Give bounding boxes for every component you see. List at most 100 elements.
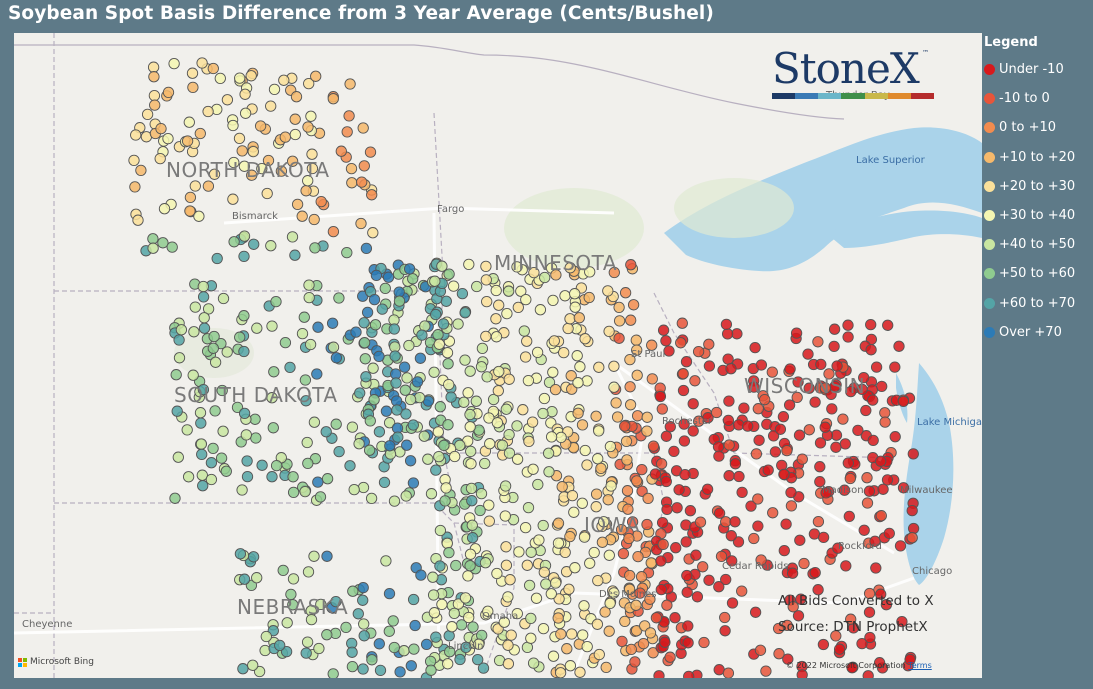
bid-point[interactable]: [675, 337, 687, 349]
bid-point[interactable]: [274, 639, 286, 652]
bid-point[interactable]: [490, 331, 503, 343]
bid-point[interactable]: [772, 622, 785, 635]
bid-point[interactable]: [875, 510, 887, 522]
bid-point[interactable]: [537, 622, 550, 635]
bid-point[interactable]: [879, 416, 891, 428]
bid-point[interactable]: [523, 579, 536, 592]
bid-point[interactable]: [819, 382, 832, 394]
bid-point[interactable]: [796, 669, 808, 678]
bid-point[interactable]: [519, 521, 532, 534]
bid-point[interactable]: [602, 494, 614, 506]
bid-point[interactable]: [502, 591, 514, 603]
bid-point[interactable]: [240, 429, 252, 441]
bid-point[interactable]: [721, 328, 734, 340]
bid-point[interactable]: [552, 537, 565, 549]
bid-point[interactable]: [664, 421, 676, 433]
bid-point[interactable]: [476, 342, 489, 355]
bid-point[interactable]: [157, 237, 169, 249]
bid-point[interactable]: [430, 308, 442, 321]
bid-point[interactable]: [518, 325, 530, 337]
bid-point[interactable]: [302, 121, 314, 133]
bid-point[interactable]: [354, 387, 366, 399]
bid-point[interactable]: [313, 642, 325, 655]
bid-point[interactable]: [357, 122, 369, 134]
bid-point[interactable]: [863, 485, 876, 497]
bid-point[interactable]: [501, 307, 513, 320]
bid-point[interactable]: [593, 361, 605, 373]
bid-point[interactable]: [394, 666, 406, 678]
bid-point[interactable]: [436, 598, 448, 611]
bid-point[interactable]: [448, 607, 460, 620]
bid-point[interactable]: [817, 531, 830, 544]
bid-point[interactable]: [649, 468, 662, 480]
bid-point[interactable]: [341, 126, 353, 138]
bid-point[interactable]: [650, 612, 663, 624]
bid-point[interactable]: [656, 403, 668, 415]
bid-point[interactable]: [425, 488, 438, 500]
bid-point[interactable]: [215, 452, 228, 464]
bid-point[interactable]: [503, 285, 515, 297]
bid-point[interactable]: [261, 187, 273, 200]
bid-point[interactable]: [483, 412, 495, 424]
bid-point[interactable]: [861, 472, 873, 484]
bid-point[interactable]: [462, 387, 474, 399]
bid-point[interactable]: [335, 145, 347, 157]
bid-point[interactable]: [842, 457, 854, 469]
bid-point[interactable]: [762, 464, 774, 476]
bid-point[interactable]: [545, 588, 557, 600]
bid-point[interactable]: [404, 393, 417, 406]
bid-point[interactable]: [275, 165, 288, 177]
bid-point[interactable]: [753, 434, 765, 446]
bid-point[interactable]: [347, 585, 359, 597]
bid-point[interactable]: [442, 419, 454, 431]
bid-point[interactable]: [300, 395, 312, 407]
bid-point[interactable]: [820, 487, 832, 499]
bid-point[interactable]: [862, 670, 874, 678]
bid-point[interactable]: [390, 377, 402, 389]
bid-point[interactable]: [366, 654, 378, 666]
bid-point[interactable]: [388, 495, 401, 507]
bid-point[interactable]: [267, 422, 279, 434]
bid-point[interactable]: [154, 152, 166, 165]
bid-point[interactable]: [300, 185, 312, 197]
bid-point[interactable]: [308, 416, 321, 428]
bid-point[interactable]: [286, 155, 299, 167]
bid-point[interactable]: [245, 70, 257, 82]
bid-point[interactable]: [388, 323, 400, 335]
bid-point[interactable]: [363, 444, 376, 456]
bid-point[interactable]: [289, 113, 301, 125]
bid-point[interactable]: [216, 384, 228, 397]
bid-point[interactable]: [830, 630, 842, 642]
bid-point[interactable]: [241, 455, 253, 467]
bid-point[interactable]: [487, 393, 500, 406]
bid-point[interactable]: [440, 295, 452, 307]
bid-point[interactable]: [543, 466, 555, 478]
bid-point[interactable]: [780, 518, 792, 530]
bid-point[interactable]: [464, 560, 476, 572]
bid-point[interactable]: [346, 646, 358, 658]
bid-point[interactable]: [831, 360, 843, 372]
bid-point[interactable]: [793, 429, 806, 441]
bid-point[interactable]: [538, 392, 551, 405]
bid-point[interactable]: [479, 557, 492, 569]
bid-point[interactable]: [683, 670, 695, 678]
bid-point[interactable]: [441, 537, 453, 550]
bid-point[interactable]: [603, 625, 615, 637]
bid-point[interactable]: [713, 507, 726, 519]
bid-point[interactable]: [411, 376, 424, 388]
bid-point[interactable]: [593, 648, 605, 661]
bid-point[interactable]: [464, 421, 476, 433]
bid-point[interactable]: [682, 637, 694, 649]
legend-item[interactable]: +20 to +30: [984, 172, 1090, 201]
bid-point[interactable]: [214, 72, 226, 85]
bid-point[interactable]: [720, 573, 732, 586]
bid-point[interactable]: [778, 468, 790, 481]
bid-point[interactable]: [130, 129, 142, 141]
bid-point[interactable]: [188, 326, 200, 338]
bid-point[interactable]: [315, 598, 327, 611]
bid-point[interactable]: [694, 516, 707, 528]
bid-point[interactable]: [227, 193, 239, 205]
bid-point[interactable]: [591, 618, 604, 630]
bid-point[interactable]: [562, 322, 574, 335]
legend-item[interactable]: 0 to +10: [984, 113, 1090, 142]
